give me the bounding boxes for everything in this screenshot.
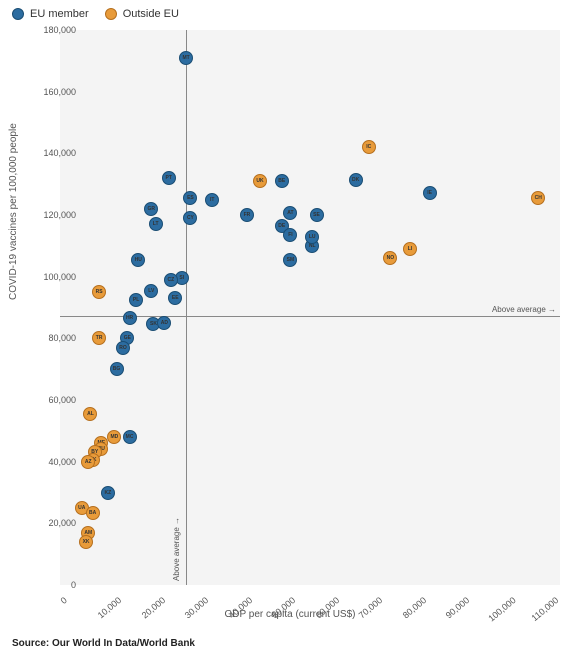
- plot-area: Above average → Above average → MT IC UK PT DK…: [60, 30, 560, 585]
- point-CZ: CZ: [164, 273, 178, 287]
- point-IE: IE: [423, 186, 437, 200]
- point-PT: PT: [162, 171, 176, 185]
- point-SE: SE: [310, 208, 324, 222]
- y-tick: 180,000: [43, 25, 76, 35]
- point-AT: AT: [283, 206, 297, 220]
- y-tick: 120,000: [43, 210, 76, 220]
- point-SM: SM: [283, 253, 297, 267]
- y-tick: 80,000: [48, 333, 76, 343]
- point-AZ: AZ: [81, 455, 95, 469]
- point-KZ: KZ: [101, 486, 115, 500]
- point-LU: LU: [305, 230, 319, 244]
- point-CY: CY: [183, 211, 197, 225]
- point-GR: GR: [144, 202, 158, 216]
- point-ES: ES: [183, 191, 197, 205]
- y-tick: 60,000: [48, 395, 76, 405]
- point-BG: BG: [110, 362, 124, 376]
- point-FR: FR: [240, 208, 254, 222]
- point-IC: IC: [362, 140, 376, 154]
- point-HU: HU: [131, 253, 145, 267]
- point-AL: AL: [83, 407, 97, 421]
- point-AD: AD: [157, 316, 171, 330]
- legend-label-out: Outside EU: [123, 8, 179, 20]
- y-tick: 160,000: [43, 87, 76, 97]
- legend: EU member Outside EU: [12, 8, 179, 20]
- point-NO: NO: [383, 251, 397, 265]
- y-tick: 20,000: [48, 518, 76, 528]
- legend-item-eu: EU member: [12, 8, 89, 20]
- point-CH: CH: [531, 191, 545, 205]
- point-IT: IT: [205, 193, 219, 207]
- point-HR: HR: [123, 311, 137, 325]
- point-MC: MC: [123, 430, 137, 444]
- point-BE: BE: [275, 174, 289, 188]
- x-tick: 0: [59, 595, 69, 606]
- point-BA: BA: [86, 506, 100, 520]
- avg-label-h: Above average →: [492, 305, 556, 314]
- point-MT: MT: [179, 51, 193, 65]
- y-tick: 100,000: [43, 272, 76, 282]
- avg-label-v: Above average →: [172, 517, 181, 581]
- chart-container: EU member Outside EU Above average →Abov…: [0, 0, 580, 655]
- legend-swatch-out: [105, 8, 117, 20]
- legend-item-out: Outside EU: [105, 8, 179, 20]
- point-XK: XK: [79, 535, 93, 549]
- point-DK: DK: [349, 173, 363, 187]
- source-text: Source: Our World In Data/World Bank: [12, 638, 195, 649]
- legend-swatch-eu: [12, 8, 24, 20]
- point-MD: MD: [107, 430, 121, 444]
- point-RS: RS: [92, 285, 106, 299]
- y-tick: 140,000: [43, 148, 76, 158]
- point-TR: TR: [92, 331, 106, 345]
- point-PL: PL: [129, 293, 143, 307]
- point-RO: RO: [116, 341, 130, 355]
- point-LV: LV: [144, 284, 158, 298]
- y-tick: 0: [71, 580, 76, 590]
- point-LT: LT: [149, 217, 163, 231]
- point-LI: LI: [403, 242, 417, 256]
- y-tick: 40,000: [48, 457, 76, 467]
- point-UK: UK: [253, 174, 267, 188]
- point-EE: EE: [168, 291, 182, 305]
- avg-vline: [186, 30, 187, 585]
- point-FI: FI: [283, 228, 297, 242]
- y-axis-label: COVID-19 vaccines per 100,000 people: [8, 123, 19, 300]
- legend-label-eu: EU member: [30, 8, 89, 20]
